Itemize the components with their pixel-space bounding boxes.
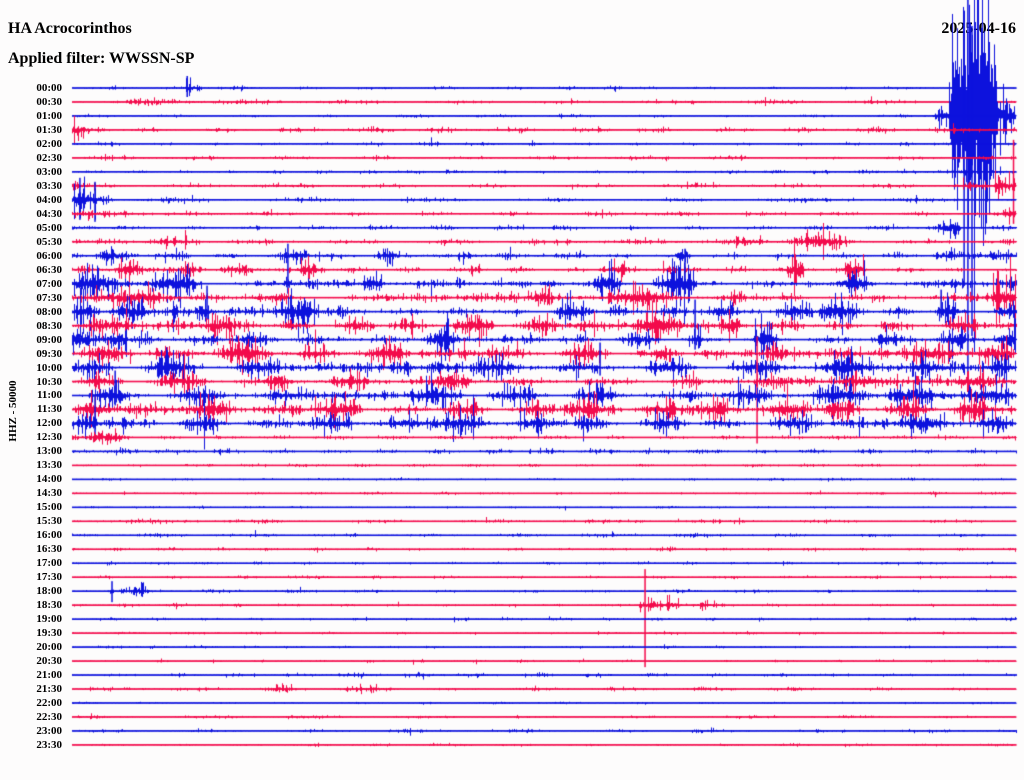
helicorder-page: HA Acrocorinthos 2025-04-16 Applied filt…: [0, 0, 1024, 780]
helicorder-canvas: [0, 0, 1024, 780]
